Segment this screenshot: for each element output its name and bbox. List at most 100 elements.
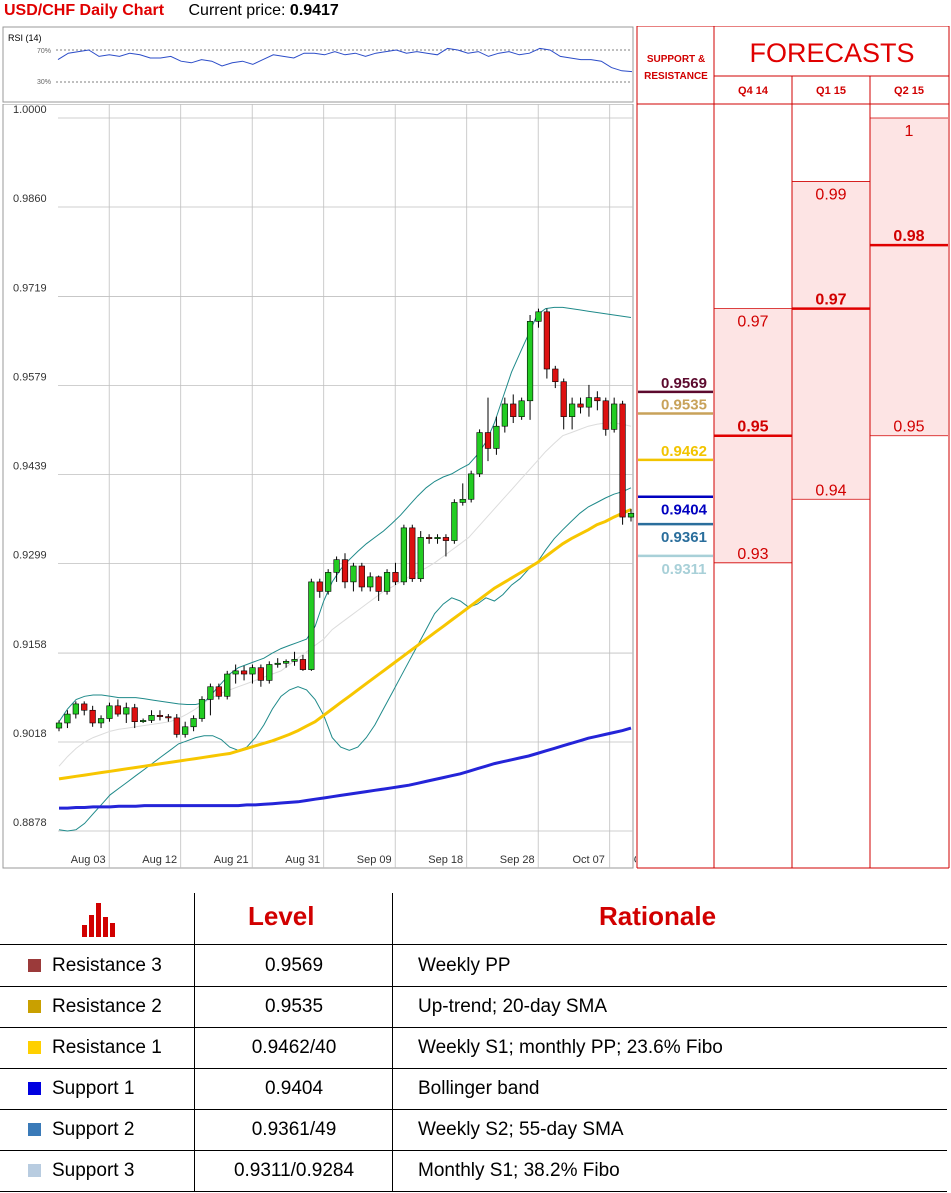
y-tick-label: 0.8878 — [13, 817, 47, 829]
level-rationale: Weekly S1; monthly PP; 23.6% Fibo — [418, 1037, 723, 1058]
level-name: Resistance 3 — [52, 955, 162, 976]
candle-body — [400, 527, 407, 583]
candle-body — [215, 686, 222, 697]
y-tick-label: 0.9719 — [13, 283, 47, 295]
candle-body — [232, 670, 239, 675]
level-value: 0.9462/40 — [251, 1037, 337, 1058]
candle-up — [283, 659, 290, 668]
sr-level-label: 0.9462 — [661, 443, 707, 460]
level-name: Support 3 — [52, 1160, 135, 1181]
candle-up — [383, 569, 391, 595]
level-color-swatch — [28, 959, 41, 972]
sma200-line — [59, 726, 632, 810]
x-tick-label: Aug 03 — [71, 854, 106, 866]
candle-body — [518, 400, 525, 417]
candle-up — [274, 658, 281, 668]
forecast-mid-value: 0.98 — [893, 228, 924, 245]
candle-body — [81, 703, 88, 711]
forecast-low-value: 0.94 — [815, 482, 846, 499]
level-color-swatch — [28, 1123, 41, 1136]
candle-body — [182, 726, 189, 735]
y-tick-label: 1.0000 — [13, 104, 47, 116]
forecast-column-header: Q4 14 — [738, 85, 769, 97]
candle-body — [257, 667, 264, 681]
level-rationale: Weekly S2; 55-day SMA — [418, 1119, 624, 1140]
candle-down — [375, 575, 382, 601]
y-tick-label: 0.9860 — [13, 193, 47, 205]
candle-down — [409, 524, 416, 582]
rsi-level-low: 30% — [37, 79, 51, 86]
x-tick-label: Aug 31 — [285, 854, 320, 866]
candle-body — [240, 670, 248, 675]
candle-up — [417, 531, 424, 582]
candle-body — [350, 565, 357, 583]
candle-up — [400, 524, 407, 586]
candle-up — [291, 651, 298, 666]
candle-down — [426, 534, 433, 544]
forecast-low-value: 0.93 — [737, 546, 768, 563]
candle-up — [434, 534, 441, 544]
bar-chart-icon — [82, 903, 115, 937]
candle-body — [577, 403, 584, 408]
candle-body — [131, 707, 138, 722]
candle-body — [173, 717, 180, 735]
level-value: 0.9404 — [264, 1078, 324, 1099]
candle-up — [64, 710, 71, 729]
level-rationale: Up-trend; 20-day SMA — [418, 996, 608, 1017]
candle-up — [333, 556, 340, 582]
candle-body — [434, 537, 441, 539]
rsi-level-high: 70% — [37, 48, 51, 55]
level-color-swatch — [28, 1041, 41, 1054]
candle-up — [350, 562, 357, 592]
forecast-range-q1-15 — [792, 181, 870, 500]
sr-level-label: 0.9311 — [661, 561, 706, 578]
candle-up — [493, 416, 500, 455]
candle-down — [341, 553, 349, 589]
candle-up — [367, 572, 374, 592]
candle-up — [123, 702, 130, 723]
candle-down — [165, 714, 172, 722]
candle-up — [148, 710, 155, 723]
table-row: Resistance 1 0.9462/40 Weekly S1; monthly … — [0, 1027, 947, 1069]
candle-body — [602, 400, 609, 430]
candle-body — [291, 659, 298, 662]
candle-body — [493, 425, 500, 449]
candle-up — [526, 314, 534, 420]
candle-body — [165, 716, 172, 719]
forecast-high-value: 1 — [905, 123, 914, 140]
candle-body — [72, 703, 79, 715]
candle-body — [383, 572, 391, 592]
candle-up — [569, 397, 576, 430]
candle-up — [585, 384, 593, 417]
candle-body — [501, 403, 508, 427]
candle-body — [224, 673, 231, 697]
candle-body — [156, 715, 164, 717]
candle-up — [627, 508, 635, 522]
candle-body — [476, 432, 483, 475]
table-row: Support 1 0.9404 Bollinger band — [0, 1068, 947, 1110]
y-tick-label: 0.9299 — [13, 549, 47, 561]
price-value: 0.9417 — [289, 2, 339, 19]
candle-body — [198, 699, 206, 719]
candle-up — [207, 683, 214, 716]
level-rationale: Monthly S1; 38.2% Fibo — [418, 1160, 620, 1181]
candle-up — [224, 670, 231, 700]
x-tick-label: Sep 09 — [357, 854, 392, 866]
forecast-column-header: Q1 15 — [816, 85, 846, 97]
candle-body — [468, 473, 475, 500]
candle-up — [518, 397, 525, 420]
candle-body — [89, 709, 96, 724]
candle-down — [510, 394, 517, 424]
sma55-line — [58, 508, 632, 781]
y-tick-label: 0.9158 — [13, 639, 47, 651]
candle-down — [131, 703, 138, 729]
candle-up — [249, 664, 256, 684]
candle-down — [358, 562, 365, 592]
candle-body — [409, 527, 416, 580]
table-row: Support 2 0.9361/49 Weekly S2; 55-day SMA — [0, 1109, 947, 1151]
forecast-range-q2-15 — [870, 118, 948, 436]
table-row: Support 3 0.9311/0.9284 Monthly S1; 38.2% … — [0, 1150, 947, 1192]
candle-body — [55, 722, 63, 729]
candle-body — [140, 720, 147, 722]
candle-down — [316, 578, 323, 598]
